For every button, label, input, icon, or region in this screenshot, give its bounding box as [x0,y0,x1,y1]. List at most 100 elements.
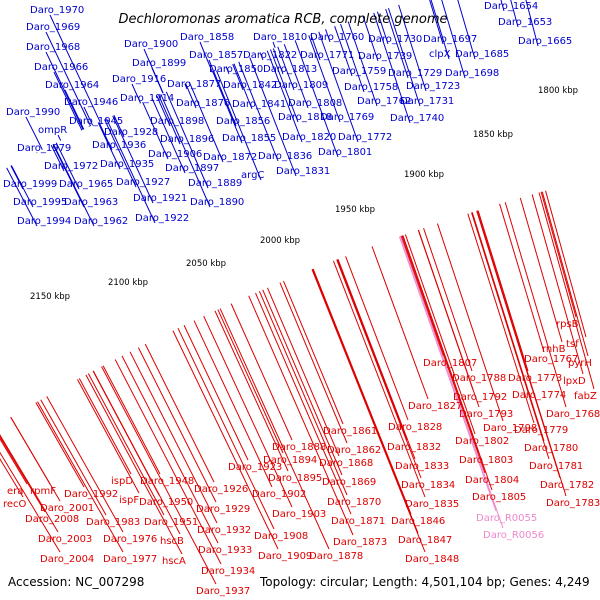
label-leader [272,41,276,48]
rna-gene-labels: Daro_R0055 Daro_R0056 [476,513,544,541]
label-leader [50,145,65,172]
label-leader [499,203,545,353]
label-leader [193,320,273,488]
gene-label: Daro_1862 [327,445,381,456]
gene-label: Daro_1758 [344,82,398,93]
gene-label: Daro_1807 [423,358,477,369]
gene-label: ispD [111,476,133,487]
gene-label: Daro_1833 [395,461,449,472]
gene-label: Daro_2008 [25,514,79,525]
label-leader [279,282,348,444]
rna-gene-label: Daro_R0056 [483,530,544,541]
gene-label: Daro_1977 [103,554,157,565]
gene-label: Daro_1990 [6,107,60,118]
label-leader [248,295,354,536]
gene-label: Daro_1946 [64,97,118,108]
label-leader [457,0,476,60]
label-leader [151,67,164,94]
label-leader [10,416,61,502]
gene-label: Daro_1818 [278,112,332,123]
gene-label: pyrH [568,358,592,369]
label-leader [121,355,219,544]
label-leader [165,91,209,189]
gene-label: Daro_1896 [160,134,214,145]
gene-label: Daro_1768 [546,409,600,420]
label-leader [156,95,171,127]
gene-label: tsf [566,339,579,350]
label-leader [525,0,539,47]
label-leader [213,71,237,127]
gene-label: Daro_1948 [140,476,194,487]
gene-label: Daro_1730 [368,34,422,45]
gene-label: Daro_1922 [135,213,189,224]
label-leader [225,66,230,75]
label-leader [325,29,331,43]
label-leader [255,292,352,515]
gene-label: Daro_1729 [388,68,442,79]
label-leader [270,49,299,123]
label-leader [45,31,92,127]
gene-label: Daro_1908 [254,531,308,542]
label-leader [429,0,444,45]
label-leader [541,191,589,357]
gene-label: Daro_1870 [327,497,381,508]
label-leader [471,212,545,442]
gene-label: Daro_1813 [263,64,317,75]
label-leader [423,228,473,372]
label-leader [0,438,28,485]
label-leader [500,0,505,12]
label-leader [398,236,497,512]
gene-label: Daro_1769 [320,112,374,123]
label-leader [332,260,426,498]
label-leader [401,235,486,474]
gene-label: Daro_1782 [540,480,594,491]
label-leader [311,269,426,553]
label-leader [203,315,293,508]
label-leader [101,366,217,585]
label-leader [10,165,24,190]
label-leader [87,373,165,516]
label-leader [385,8,409,79]
label-leader [98,121,113,151]
gene-label: Daro_1739 [358,51,412,62]
label-leader [25,116,43,150]
gene-label: Daro_1976 [103,534,157,545]
gene-label: Daro_1934 [201,566,255,577]
label-leader [404,234,476,435]
label-leader [106,118,156,224]
gene-label: Daro_1740 [390,113,444,124]
label-leader [53,143,95,227]
label-leader [259,53,264,61]
label-leader [312,268,419,534]
gene-label: Daro_1899 [132,58,186,69]
gene-label: Daro_1836 [258,151,312,162]
label-leader [417,229,480,408]
gene-label: Daro_1894 [263,455,317,466]
label-leader [158,94,181,145]
label-leader [144,343,215,483]
gene-label: Daro_1869 [322,477,376,488]
gene-label: Daro_1820 [282,132,336,143]
label-leader [142,101,169,160]
label-leader [172,330,279,550]
label-leader [283,44,309,109]
label-leader [267,287,340,457]
gene-label: Daro_1932 [197,525,251,536]
gene-label: Daro_1999 [3,179,57,190]
label-leader [37,401,124,553]
gene-label: rpsB [556,319,579,330]
label-leader [399,236,504,529]
gene-label: Daro_1685 [455,49,509,60]
gene-label: Daro_1965 [59,179,113,190]
label-leader [371,246,429,400]
gene-label: Daro_1916 [112,74,166,85]
gene-label: Daro_1868 [319,458,373,469]
label-leader [0,435,46,513]
gene-label: Daro_1697 [423,34,477,45]
gene-label: Daro_1780 [524,443,578,454]
gene-label: Daro_1877 [167,79,221,90]
label-leader [283,280,344,425]
label-leader [214,310,289,472]
gene-label: Daro_1846 [391,516,445,527]
